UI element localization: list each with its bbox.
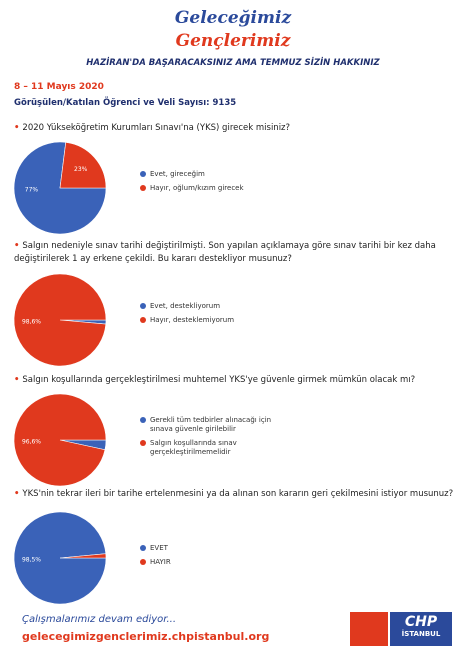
legend-item: Gerekli tüm tedbirler alınacağı için sın… [140,416,290,434]
pie-chart: 96,6% [13,393,107,487]
legend-label: Gerekli tüm tedbirler alınacağı için sın… [150,416,272,433]
logo-name: CHP [404,614,438,630]
legend-label: Hayır, oğlum/kızım girecek [150,184,244,192]
legend: EVET HAYIR [140,544,290,572]
pie-slice [13,393,107,487]
legend: Evet, gireceğim Hayır, oğlum/kızım girece… [140,170,290,198]
legend-item: Evet, destekliyorum [140,302,290,311]
slogan: HAZİRAN'DA BAŞARACAKSINIZ AMA TEMMUZ SİZ… [86,58,380,68]
question: 2020 Yükseköğretim Kurumları Sınavı'na (… [14,122,454,135]
value-label: 77% [25,187,39,194]
legend-label: Hayır, desteklemiyorum [150,316,235,324]
legend-item: Evet, gireceğim [140,170,290,179]
legend: Evet, destekliyorum Hayır, desteklemiyoru… [140,302,290,330]
brand-line2: Gençlerimiz [175,31,291,51]
url: gelecegimizgenclerimiz.chpistanbul.org [22,630,270,643]
legend-label: EVET [150,544,168,552]
logo-city: İSTANBUL [401,630,441,638]
legend: Gerekli tüm tedbirler alınacağı için sın… [140,416,290,462]
pie-slice [59,553,107,559]
legend-item: Salgın koşullarında sınav gerçekleştiril… [140,439,290,457]
legend-swatch [140,185,146,191]
sample-size: Görüşülen/Katılan Öğrenci ve Veli Sayısı… [14,98,237,108]
legend-item: HAYIR [140,558,290,567]
date: 8 – 11 Mayıs 2020 [14,82,104,92]
pie-chart: 98,5% [13,511,107,605]
value-label: 98,5% [22,557,41,564]
legend-swatch [140,440,146,446]
value-label: 98,6% [22,319,41,326]
legend-item: Hayır, desteklemiyorum [140,316,290,325]
pie-chart: 98,6% [13,273,107,367]
legend-swatch [140,417,146,423]
tagline: Çalışmalarımız devam ediyor... [22,614,176,625]
legend-label: Salgın koşullarında sınav gerçekleştiril… [150,439,237,456]
logo: CHP İSTANBUL [390,612,452,646]
legend-label: HAYIR [150,558,171,566]
value-label: 96,6% [22,439,41,446]
question: Salgın nedeniyle sınav tarihi değiştiril… [14,240,454,266]
question: YKS'nin tekrar ileri bir tarihe ertelenm… [14,488,454,501]
legend-swatch [140,559,146,565]
legend-swatch [140,171,146,177]
legend-label: Evet, destekliyorum [150,302,221,310]
question: Salgın koşullarında gerçekleştirilmesi m… [14,374,454,387]
value-label: 23% [74,166,88,173]
pie-slice [13,273,107,367]
pie-slice [59,142,107,189]
legend-item: EVET [140,544,290,553]
legend-label: Evet, gireceğim [150,170,205,178]
legend-item: Hayır, oğlum/kızım girecek [140,184,290,193]
legend-swatch [140,303,146,309]
legend-swatch [140,545,146,551]
legend-swatch [140,317,146,323]
pie-chart: 77% 23% [13,141,107,235]
brand-line1: Geleceğimiz [174,8,292,28]
logo-arrows [350,612,388,646]
